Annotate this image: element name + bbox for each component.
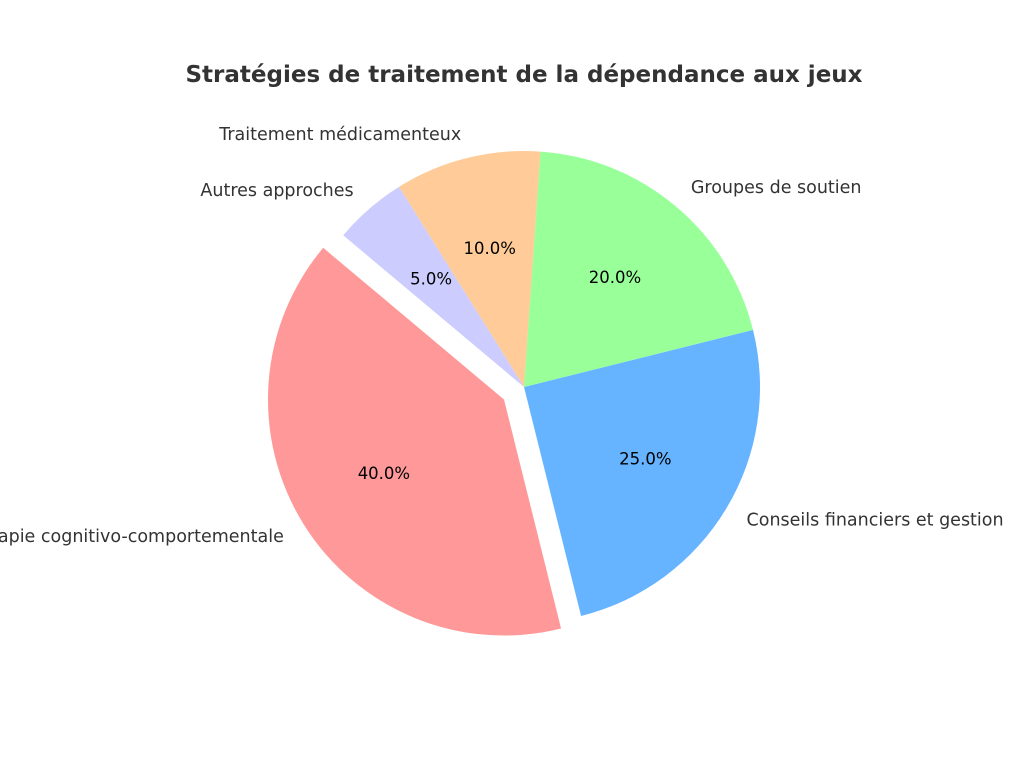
pie-slice-traitement-medicamenteux: [398, 151, 541, 387]
pie-slice-groupes-de-soutien: [524, 151, 753, 387]
pie-slice-therapie-cognitivo-comportementale: [267, 247, 562, 636]
pct-label-autres-approches: 5.0%: [410, 270, 452, 289]
pie-labels: Thérapie cognitivo-comportementale 40.0% C…: [0, 125, 1004, 547]
pct-label-therapie-cognitivo-comportementale: 40.0%: [358, 464, 410, 483]
slice-label-groupes-de-soutien: Groupes de soutien: [691, 178, 862, 198]
pct-label-traitement-medicamenteux: 10.0%: [464, 239, 516, 258]
slice-label-conseils-financiers-et-gestion: Conseils financiers et gestion: [747, 511, 1004, 531]
pie-slice-autres-approches: [343, 186, 524, 387]
slice-label-traitement-medicamenteux: Traitement médicamenteux: [218, 125, 461, 145]
pct-label-groupes-de-soutien: 20.0%: [589, 268, 641, 287]
pie-slices: [267, 151, 760, 636]
pct-label-conseils-financiers-et-gestion: 25.0%: [619, 449, 671, 468]
slice-label-autres-approches: Autres approches: [200, 181, 353, 201]
chart-title: Stratégies de traitement de la dépendanc…: [185, 62, 862, 88]
pie-slice-conseils-financiers-et-gestion: [524, 329, 760, 616]
slice-label-therapie-cognitivo-comportementale: Thérapie cognitivo-comportementale: [0, 527, 284, 547]
